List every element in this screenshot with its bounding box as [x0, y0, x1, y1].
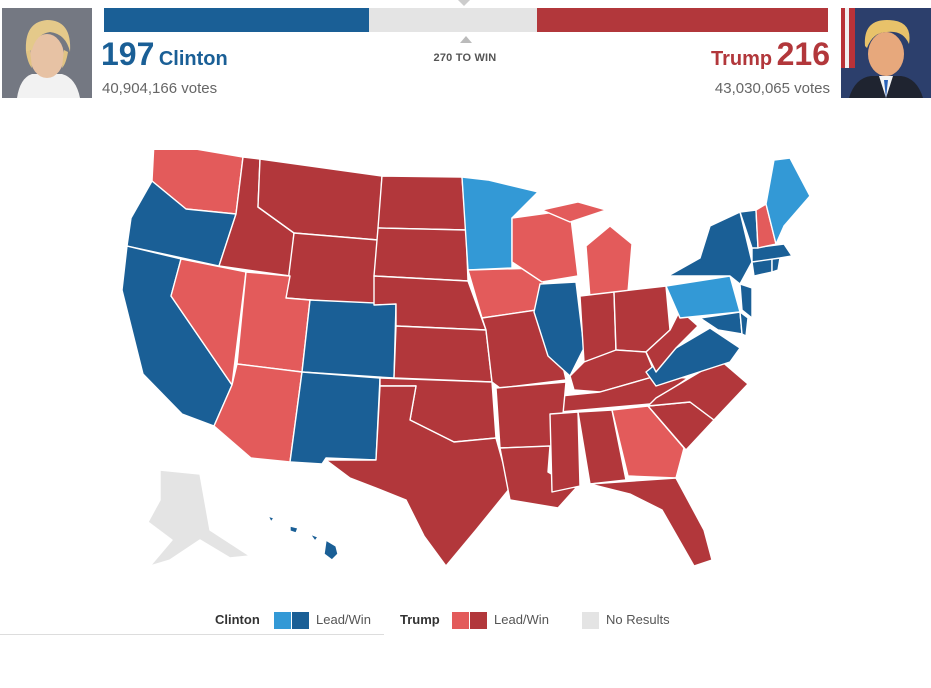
state-massachusetts[interactable]	[751, 243, 793, 263]
state-west-virginia[interactable]	[645, 309, 699, 373]
state-rhode-island[interactable]	[771, 257, 781, 273]
state-alaska[interactable]	[147, 469, 251, 567]
trump-electoral-votes: 216	[776, 36, 830, 72]
legend-clinton-label: Clinton	[215, 612, 260, 627]
legend-clinton-leadwin: Lead/Win	[316, 612, 371, 627]
state-new-mexico[interactable]	[289, 371, 381, 465]
legend-clinton-lead-swatch	[274, 612, 291, 629]
clinton-bar-segment	[104, 8, 370, 32]
legend-trump-lead-swatch	[452, 612, 469, 629]
clinton-portrait-icon	[2, 8, 92, 98]
state-louisiana[interactable]	[499, 445, 577, 509]
threshold-label: 270 TO WIN	[433, 52, 497, 64]
legend-trump-label: Trump	[400, 612, 440, 627]
trump-name: Trump	[711, 48, 773, 70]
state-georgia[interactable]	[611, 405, 685, 479]
state-wyoming[interactable]	[285, 232, 379, 306]
clinton-popular-votes: 40,904,166 votes	[102, 80, 218, 97]
state-north-dakota[interactable]	[377, 175, 467, 231]
legend-no-results-swatch	[582, 612, 599, 629]
legend-trump-leadwin: Lead/Win	[494, 612, 549, 627]
state-maine[interactable]	[765, 157, 811, 245]
state-delaware[interactable]	[739, 311, 749, 337]
threshold-marker-top	[458, 0, 470, 6]
electoral-vote-bar	[104, 8, 828, 32]
state-new-jersey[interactable]	[739, 283, 753, 319]
legend-trump-win-swatch	[470, 612, 487, 629]
state-colorado[interactable]	[301, 299, 397, 379]
trump-popular-votes: 43,030,065 votes	[714, 80, 830, 97]
clinton-tally: 197 Clinton	[101, 36, 228, 73]
clinton-name: Clinton	[158, 48, 228, 70]
state-michigan[interactable]	[585, 225, 633, 299]
threshold-marker-bottom	[460, 36, 472, 43]
state-pennsylvania[interactable]	[665, 275, 741, 319]
trump-tally: Trump 216	[711, 36, 830, 73]
state-new-york[interactable]	[667, 211, 753, 285]
legend-clinton-win-swatch	[292, 612, 309, 629]
trump-portrait-icon	[841, 8, 931, 98]
state-michigan-up[interactable]	[541, 201, 607, 223]
trump-bar-segment	[537, 8, 828, 32]
state-texas[interactable]	[325, 385, 511, 567]
state-kansas[interactable]	[393, 325, 493, 383]
legend-no-results-label: No Results	[606, 612, 670, 627]
state-alabama[interactable]	[577, 409, 627, 485]
divider	[0, 634, 384, 635]
state-south-dakota[interactable]	[373, 227, 469, 282]
state-hawaii[interactable]	[267, 515, 339, 561]
state-florida[interactable]	[589, 477, 713, 567]
clinton-electoral-votes: 197	[101, 36, 155, 72]
remaining-bar-segment	[369, 8, 538, 32]
us-election-map	[121, 150, 811, 567]
state-mississippi[interactable]	[549, 411, 581, 493]
